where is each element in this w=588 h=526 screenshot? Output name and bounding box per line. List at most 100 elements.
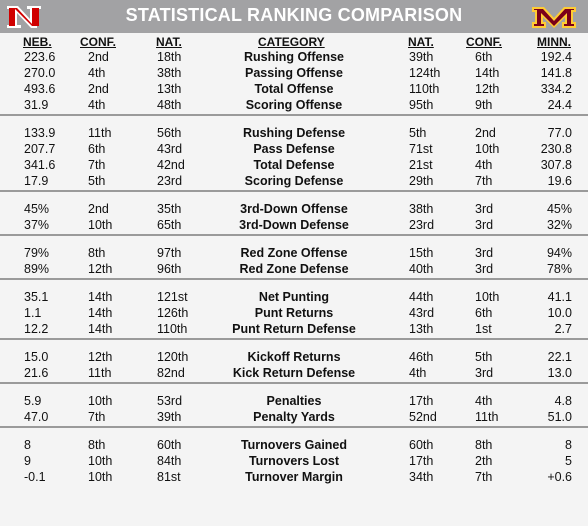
- minn-conf-rank: 3rd: [475, 202, 494, 216]
- neb-nat-rank: 18th: [157, 50, 182, 64]
- neb-conf-rank: 2nd: [88, 82, 109, 96]
- column-headers: NEB. CONF. NAT. CATEGORY NAT. CONF. MINN…: [0, 34, 588, 50]
- minn-value: 334.2: [540, 82, 572, 96]
- neb-conf-rank: 10th: [88, 394, 113, 408]
- table-row: 493.6 2nd 13th Total Offense 110th 12th 334.2: [0, 82, 588, 98]
- minn-value: 141.8: [540, 66, 572, 80]
- neb-value: 8: [24, 438, 31, 452]
- minnesota-m-logo: [532, 7, 576, 28]
- minn-value: 8: [565, 438, 572, 452]
- neb-value: 45%: [24, 202, 50, 216]
- minn-nat-rank: 23rd: [409, 218, 435, 232]
- neb-nat-rank: 56th: [157, 126, 182, 140]
- table-row: 47.0 7th 39th Penalty Yards 52nd 11th 51.0: [0, 410, 588, 426]
- column-header-neb: NEB.: [23, 35, 52, 49]
- minn-nat-rank: 38th: [409, 202, 434, 216]
- neb-value: 31.9: [24, 98, 49, 112]
- neb-value: -0.1: [24, 470, 46, 484]
- neb-nat-rank: 65th: [157, 218, 182, 232]
- neb-value: 12.2: [24, 322, 49, 336]
- table-row: 133.9 11th 56th Rushing Defense 5th 2nd 77.0: [0, 126, 588, 142]
- neb-nat-rank: 43rd: [157, 142, 183, 156]
- column-header-minn-nat: NAT.: [408, 35, 434, 49]
- category-label: Kick Return Defense: [232, 366, 356, 380]
- minn-conf-rank: 11th: [475, 410, 499, 424]
- minn-value: 13.0: [547, 366, 572, 380]
- neb-nat-rank: 48th: [157, 98, 182, 112]
- minn-nat-rank: 17th: [409, 454, 434, 468]
- minn-conf-rank: 2th: [475, 454, 493, 468]
- category-label: Turnovers Lost: [248, 454, 340, 468]
- minn-value: 22.1: [547, 350, 572, 364]
- neb-conf-rank: 6th: [88, 142, 106, 156]
- neb-nat-rank: 53rd: [157, 394, 183, 408]
- neb-conf-rank: 2nd: [88, 50, 109, 64]
- minn-conf-rank: 6th: [475, 50, 493, 64]
- minn-nat-rank: 40th: [409, 262, 434, 276]
- neb-nat-rank: 96th: [157, 262, 182, 276]
- neb-nat-rank: 126th: [157, 306, 189, 320]
- minn-value: +0.6: [547, 470, 572, 484]
- minn-nat-rank: 46th: [409, 350, 434, 364]
- category-label: Punt Return Defense: [232, 322, 356, 336]
- category-label: Scoring Defense: [244, 174, 344, 188]
- neb-conf-rank: 14th: [88, 306, 113, 320]
- group-divider: [0, 426, 588, 428]
- category-label: Scoring Offense: [245, 98, 343, 112]
- neb-value: 341.6: [24, 158, 56, 172]
- table-row: 9 10th 84th Turnovers Lost 17th 2th 5: [0, 454, 588, 470]
- neb-nat-rank: 35th: [157, 202, 182, 216]
- minn-value: 78%: [546, 262, 572, 276]
- category-label: Penalties: [266, 394, 322, 408]
- neb-conf-rank: 14th: [88, 290, 113, 304]
- minn-value: 45%: [546, 202, 572, 216]
- group-divider: [0, 190, 588, 192]
- minn-conf-rank: 3rd: [475, 218, 494, 232]
- table-row: 35.1 14th 121st Net Punting 44th 10th 41.1: [0, 290, 588, 306]
- table-row: 8 8th 60th Turnovers Gained 60th 8th 8: [0, 438, 588, 454]
- table-row: 1.1 14th 126th Punt Returns 43rd 6th 10.0: [0, 306, 588, 322]
- neb-value: 493.6: [24, 82, 56, 96]
- minn-conf-rank: 5th: [475, 350, 493, 364]
- group-divider: [0, 234, 588, 236]
- category-label: Rushing Offense: [243, 50, 344, 64]
- group-divider: [0, 114, 588, 116]
- neb-nat-rank: 121st: [157, 290, 188, 304]
- table-row: 270.0 4th 38th Passing Offense 124th 14th 141.…: [0, 66, 588, 82]
- table-row: 45% 2nd 35th 3rd-Down Offense 38th 3rd 45%: [0, 202, 588, 218]
- minn-value: 77.0: [547, 126, 572, 140]
- neb-value: 15.0: [24, 350, 49, 364]
- column-header-minn: MINN.: [537, 35, 571, 49]
- neb-value: 270.0: [24, 66, 56, 80]
- neb-value: 17.9: [24, 174, 49, 188]
- table-row: 89% 12th 96th Red Zone Defense 40th 3rd 78%: [0, 262, 588, 278]
- neb-value: 47.0: [24, 410, 49, 424]
- minn-value: 2.7: [554, 322, 572, 336]
- group-divider: [0, 338, 588, 340]
- neb-value: 9: [24, 454, 31, 468]
- category-label: Passing Offense: [245, 66, 343, 80]
- neb-conf-rank: 11th: [88, 366, 112, 380]
- neb-nat-rank: 110th: [157, 322, 188, 336]
- minn-conf-rank: 14th: [475, 66, 500, 80]
- table-row: 15.0 12th 120th Kickoff Returns 46th 5th 22.1: [0, 350, 588, 366]
- minn-conf-rank: 6th: [475, 306, 493, 320]
- minn-conf-rank: 10th: [475, 142, 500, 156]
- neb-conf-rank: 14th: [88, 322, 113, 336]
- column-header-category: CATEGORY: [258, 35, 325, 49]
- minn-conf-rank: 12th: [475, 82, 500, 96]
- neb-conf-rank: 8th: [88, 438, 106, 452]
- category-label: Rushing Defense: [242, 126, 346, 140]
- minn-nat-rank: 21st: [409, 158, 433, 172]
- minn-conf-rank: 2nd: [475, 126, 496, 140]
- neb-nat-rank: 81st: [157, 470, 181, 484]
- nebraska-n-logo: [7, 6, 41, 28]
- neb-conf-rank: 2nd: [88, 202, 109, 216]
- minn-nat-rank: 95th: [409, 98, 434, 112]
- neb-value: 1.1: [24, 306, 42, 320]
- table-row: -0.1 10th 81st Turnover Margin 34th 7th +0.6: [0, 470, 588, 486]
- minn-nat-rank: 34th: [409, 470, 434, 484]
- minn-nat-rank: 44th: [409, 290, 434, 304]
- minn-conf-rank: 4th: [475, 394, 493, 408]
- header-bar: STATISTICAL RANKING COMPARISON: [0, 0, 588, 33]
